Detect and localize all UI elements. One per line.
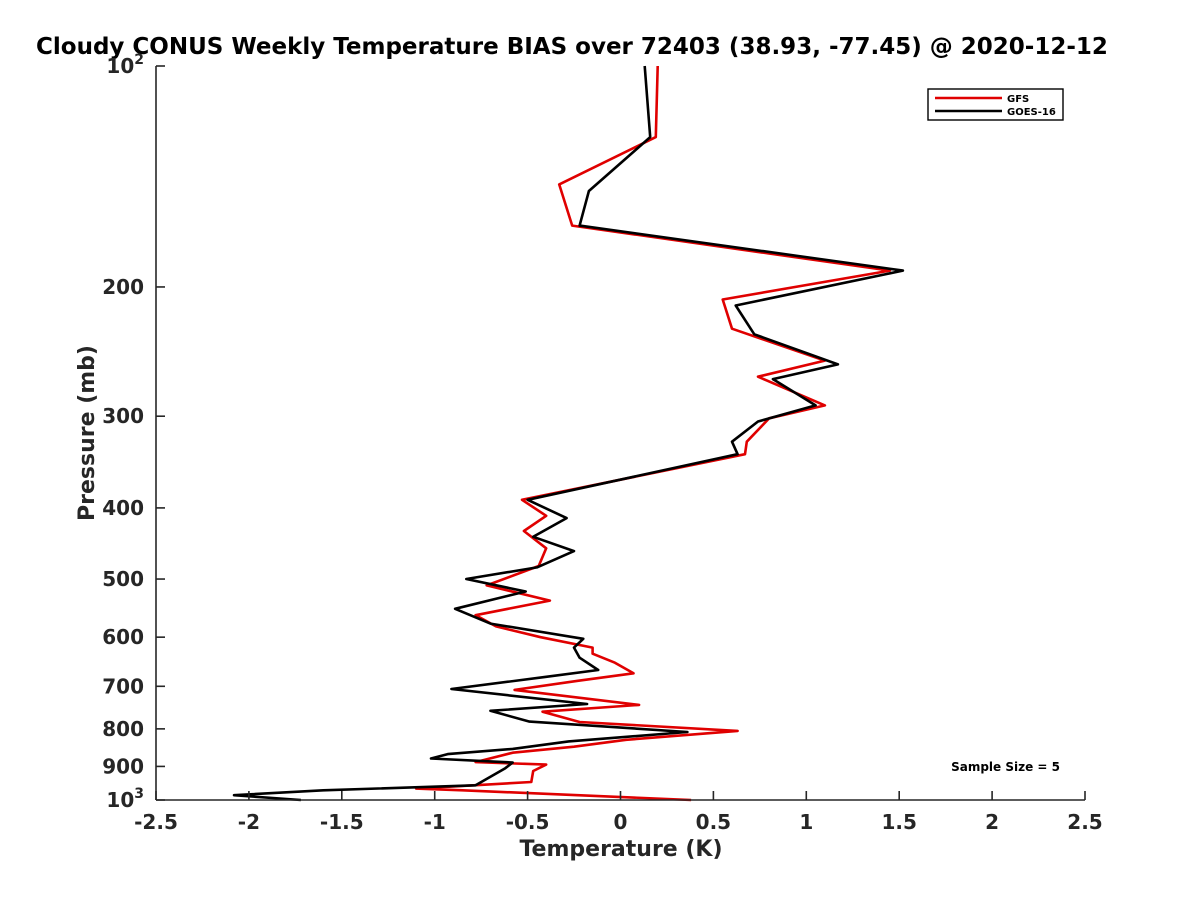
y-tick-label: 103 xyxy=(106,786,144,812)
y-tick-label: 102 xyxy=(106,52,144,78)
x-tick-label: 2 xyxy=(985,810,999,834)
series-line-goes-16 xyxy=(232,65,905,802)
x-tick-label: 2.5 xyxy=(1067,810,1102,834)
y-tick-label: 700 xyxy=(102,674,144,698)
x-tick-label: 1.5 xyxy=(881,810,916,834)
chart-title: Cloudy CONUS Weekly Temperature BIAS ove… xyxy=(36,34,1108,60)
legend-label: GOES-16 xyxy=(1007,107,1056,118)
x-tick-label: -0.5 xyxy=(506,810,550,834)
legend-box xyxy=(927,88,1064,121)
y-tick-label: 300 xyxy=(102,404,144,428)
x-axis-label: Temperature (K) xyxy=(519,837,722,862)
y-tick-label: 500 xyxy=(102,567,144,591)
y-tick-label: 600 xyxy=(102,625,144,649)
y-axis-label: Pressure (mb) xyxy=(75,345,100,521)
x-tick-label: -2.5 xyxy=(134,810,178,834)
plot-lines xyxy=(232,65,905,802)
y-axis-ticks: 102 200 300 400 500 600 700 800 900 103 xyxy=(102,52,165,812)
legend-label: GFS xyxy=(1007,94,1029,105)
x-tick-label: -1.5 xyxy=(320,810,364,834)
x-tick-label: -1 xyxy=(424,810,446,834)
x-tick-label: 0 xyxy=(614,810,628,834)
y-tick-label: 200 xyxy=(102,275,144,299)
sample-size-annotation: Sample Size = 5 xyxy=(951,760,1060,774)
y-tick-label: 400 xyxy=(102,496,144,520)
x-axis-ticks: -2.5 -2 -1.5 -1 -0.5 0 0.5 1 1.5 2 2.5 xyxy=(134,791,1103,834)
legend: GFS GOES-16 xyxy=(927,88,1064,121)
y-tick-label: 900 xyxy=(102,754,144,778)
x-tick-label: -2 xyxy=(238,810,260,834)
y-tick-label: 800 xyxy=(102,717,144,741)
x-tick-label: 1 xyxy=(799,810,813,834)
x-tick-label: 0.5 xyxy=(696,810,731,834)
